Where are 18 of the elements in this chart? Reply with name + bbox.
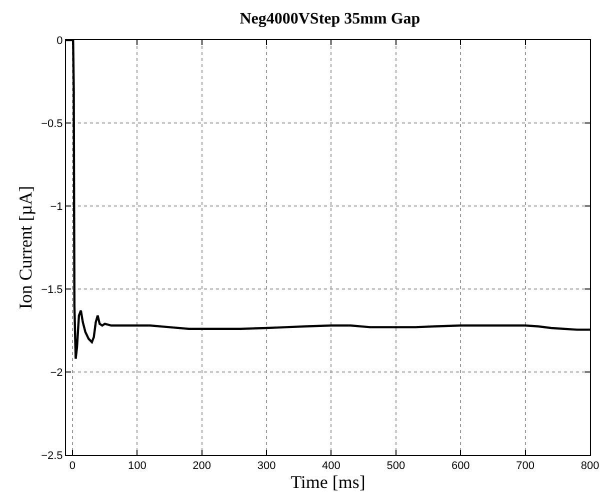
chart-title: Neg4000VStep 35mm Gap xyxy=(240,10,420,28)
y-tick-label: −2 xyxy=(50,366,63,379)
x-axis-title: Time [ms] xyxy=(290,472,366,492)
x-tick-label: 0 xyxy=(69,460,76,472)
y-tick-label: −2.5 xyxy=(41,450,63,462)
y-tick-label: −1 xyxy=(50,200,63,213)
x-tick-label: 700 xyxy=(516,460,534,472)
y-tick-label: −0.5 xyxy=(41,118,63,130)
y-tick-label: 0 xyxy=(56,34,63,47)
x-tick-label: 800 xyxy=(580,460,600,472)
x-tick-label: 500 xyxy=(386,460,406,472)
x-tick-label: 300 xyxy=(257,460,276,472)
y-axis-title: Ion Current [µA] xyxy=(15,186,36,310)
x-tick-label: 200 xyxy=(192,460,212,472)
x-tick-label: 400 xyxy=(322,460,340,472)
x-tick-label: 100 xyxy=(128,460,146,472)
x-tick-label: 600 xyxy=(451,460,470,472)
y-tick-label: −1.5 xyxy=(41,284,63,296)
